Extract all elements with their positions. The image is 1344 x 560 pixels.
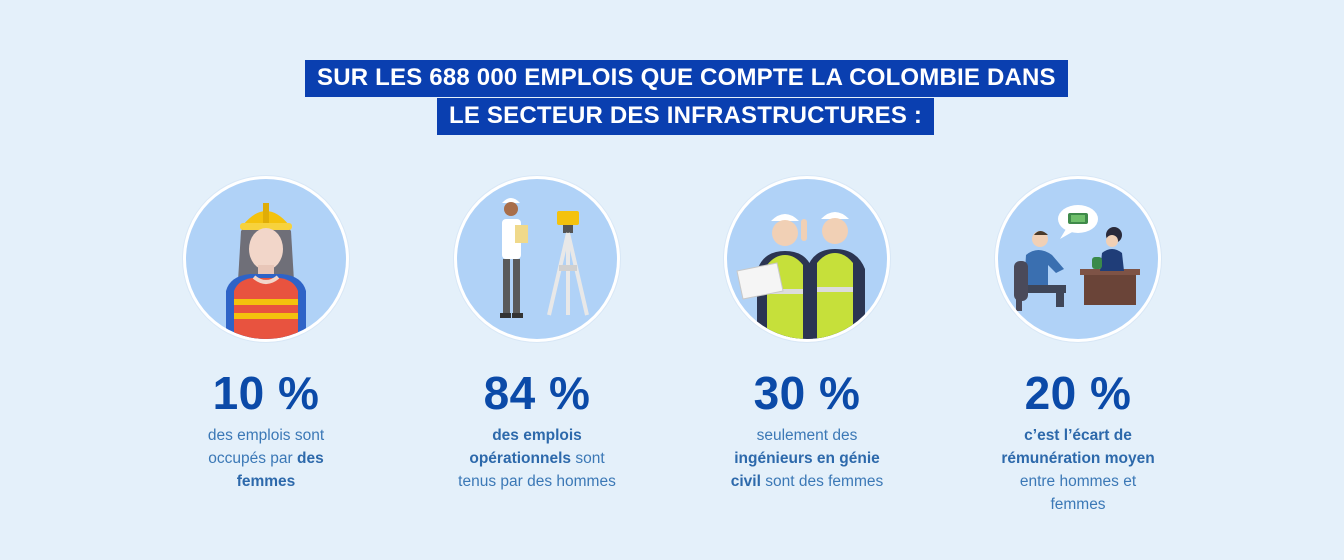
stat-percent: 20 % (1024, 367, 1132, 419)
stat-description: seulement des ingénieurs en génie civil … (730, 427, 884, 490)
stat-card-operational-jobs: 84 % des emplois opérationnels sont tenu… (452, 176, 622, 493)
stat-percent: 10 % (212, 367, 320, 419)
stat-description: des emplois sont occupés par des femmes (207, 427, 325, 490)
stat-percent: 84 % (483, 367, 591, 419)
engineers-icon (724, 176, 890, 342)
stat-card-women-jobs: 10 % des emplois sont occupés par des fe… (181, 176, 351, 493)
surveyor-icon (454, 176, 620, 342)
stat-card-civil-engineers: 30 % seulement des ingénieurs en génie c… (722, 176, 892, 493)
stat-percent: 30 % (753, 367, 861, 419)
stat-description: des emplois opérationnels sont tenus par… (458, 427, 616, 490)
title-line-2: LE SECTEUR DES INFRASTRUCTURES : (437, 98, 935, 135)
title-line-1: SUR LES 688 000 EMPLOIS QUE COMPTE LA CO… (305, 60, 1068, 97)
stat-description: c’est l’écart de rémunération moyen entr… (1001, 427, 1155, 513)
salary-negotiation-icon (995, 176, 1161, 342)
stat-card-pay-gap: 20 % c’est l’écart de rémunération moyen… (993, 176, 1163, 516)
female-worker-icon (183, 176, 349, 342)
